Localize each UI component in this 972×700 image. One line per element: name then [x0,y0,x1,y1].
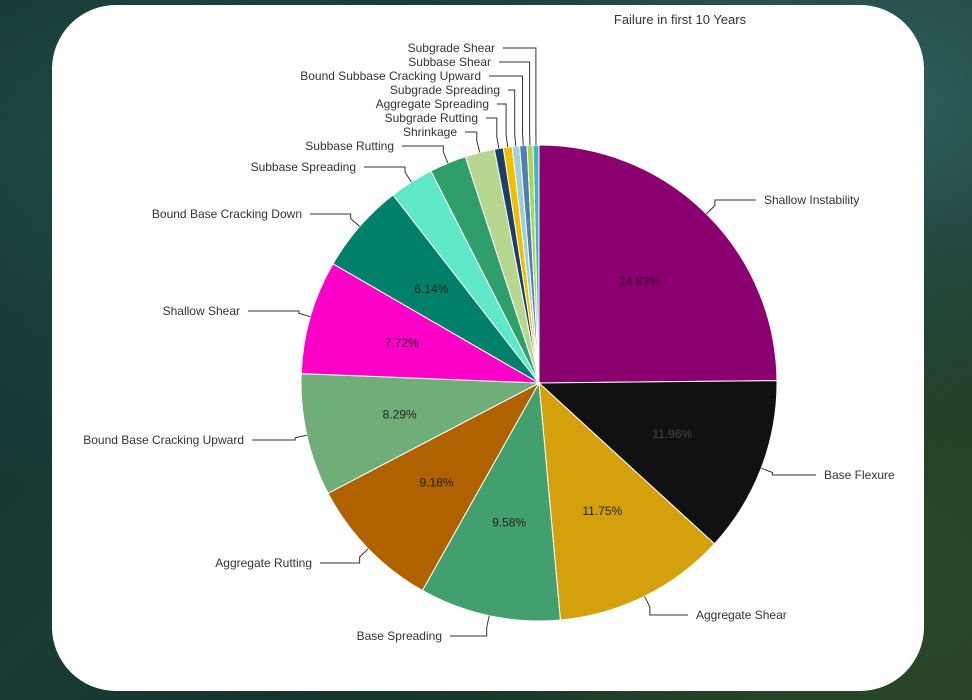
leader-line-aggregate-spreading [497,103,509,148]
leader-line-shrinkage [465,131,481,153]
leader-line-subbase-spreading [364,166,412,183]
slice-label-shallow-shear: Shallow Shear [163,304,240,318]
slice-label-shallow-instability: Shallow Instability [764,193,859,207]
leader-line-subgrade-rutting [486,117,500,149]
pie-slice-subgrade-shear [532,144,540,384]
slice-percent-bound-base-cracking-upward: 8.29% [383,407,417,421]
slice-label-subbase-spreading: Subbase Spreading [251,160,356,174]
pie-slices [300,144,778,622]
leader-line-aggregate-rutting [320,548,369,564]
slice-percent-bound-base-cracking-down: 6.14% [414,282,448,296]
slice-label-aggregate-spreading: Aggregate Spreading [376,97,489,111]
slice-label-bound-subbase-cracking-upward: Bound Subbase Cracking Upward [300,69,481,83]
slice-label-bound-base-cracking-upward: Bound Base Cracking Upward [83,433,244,447]
slice-label-shrinkage: Shrinkage [403,125,457,139]
slice-label-base-spreading: Base Spreading [357,629,442,643]
leader-line-bound-base-cracking-upward [252,434,307,441]
slice-label-subgrade-spreading: Subgrade Spreading [390,83,500,97]
slice-percent-aggregate-rutting: 9.18% [419,475,453,489]
slice-percent-shallow-instability: 24.83% [619,275,660,289]
leader-line-bound-base-cracking-down [310,213,361,227]
slice-label-subbase-shear: Subbase Shear [408,55,491,69]
leader-line-base-flexure [761,467,816,476]
slice-label-base-flexure: Base Flexure [824,468,895,482]
slice-labels: Shallow Instability Base Flexure Aggregate… [83,41,895,643]
pie-slice-shallow-instability [538,144,778,384]
slice-label-aggregate-shear: Aggregate Shear [696,608,787,622]
slice-label-subbase-rutting: Subbase Rutting [305,139,394,153]
leader-line-subgrade-spreading [508,89,517,147]
slice-label-subgrade-shear: Subgrade Shear [408,41,495,55]
slice-label-subgrade-rutting: Subgrade Rutting [385,111,478,125]
pie-slice-aggregate-rutting [327,381,541,592]
leader-line-bound-subbase-cracking-upward [489,75,524,146]
slice-percent-base-flexure: 11.96% [652,427,692,441]
leader-lines [248,47,816,637]
slice-label-aggregate-rutting: Aggregate Rutting [215,556,312,570]
percent-labels: 24.83% 11.96% 11.75% 9.58% 9.18% 8.29% 7.72% 6.… [383,275,693,530]
leader-line-aggregate-shear [644,596,688,616]
slice-percent-base-spreading: 9.58% [492,516,526,530]
slice-label-bound-base-cracking-down: Bound Base Cracking Down [152,207,302,221]
slice-percent-shallow-shear: 7.72% [385,336,419,350]
leader-line-shallow-shear [248,310,311,318]
leader-line-subgrade-shear [503,47,537,146]
leader-line-shallow-instability [706,199,756,215]
slice-percent-aggregate-shear: 11.75% [582,504,622,518]
pie-slice-aggregate-shear [538,381,716,621]
pie-slice-shallow-shear [300,263,540,384]
chart-title: Failure in first 10 Years [613,12,747,27]
leader-line-subbase-shear [499,61,531,146]
leader-line-base-spreading [450,615,490,637]
leader-line-subbase-rutting [402,145,449,164]
